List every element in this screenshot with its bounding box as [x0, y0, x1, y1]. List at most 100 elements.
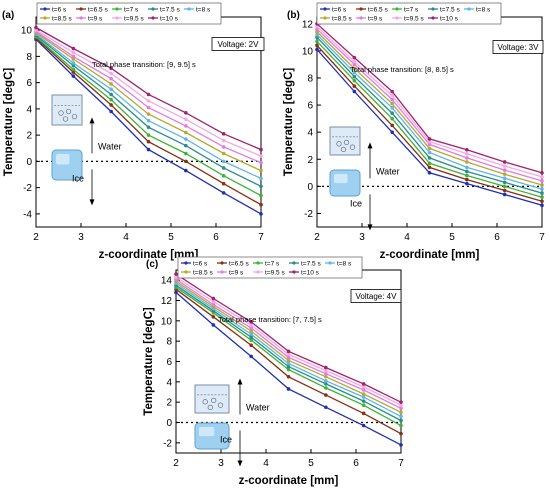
y-tick-label: 4	[26, 104, 32, 115]
data-point	[184, 111, 188, 115]
y-tick-label: 0	[307, 182, 313, 193]
voltage-box	[211, 37, 265, 51]
data-point	[221, 181, 226, 186]
data-point	[259, 176, 263, 181]
x-tick-label: 6	[213, 232, 219, 243]
data-point	[259, 154, 263, 158]
data-point	[109, 66, 113, 70]
legend-marker	[220, 261, 224, 265]
phase-transition-label: Total phase transition: [8, 8.5] s	[350, 65, 454, 74]
data-point	[286, 355, 291, 360]
data-point	[361, 382, 366, 386]
x-tick-label: 7	[258, 232, 264, 243]
y-tick-label: 14	[161, 276, 173, 287]
legend-marker	[151, 7, 155, 11]
data-point	[184, 168, 188, 173]
legend-label: t=8.5 s	[52, 15, 72, 22]
data-point	[249, 354, 253, 359]
data-point	[315, 27, 319, 31]
legend-marker	[151, 16, 155, 20]
data-point	[465, 160, 469, 164]
legend: t=6 s t=6.5 s t=7 s t=7.5 s t=8 s t=8.5 s t=9 …	[36, 2, 222, 25]
data-point	[249, 332, 253, 336]
ice-highlight	[56, 154, 70, 165]
y-tick-label: 4	[307, 128, 313, 139]
x-tick-label: 7	[398, 458, 404, 469]
data-point	[146, 139, 151, 144]
data-point	[352, 62, 357, 67]
legend-label: t=9.5 s	[404, 15, 424, 22]
data-point	[221, 191, 226, 195]
data-point	[427, 156, 432, 160]
y-tick-label: 10	[21, 26, 33, 37]
legend-marker	[431, 16, 435, 20]
data-point	[399, 406, 403, 411]
legend-marker	[115, 16, 119, 20]
legend-marker	[328, 261, 332, 265]
data-point	[286, 367, 291, 372]
data-point	[184, 159, 188, 164]
legend-label: t=6 s	[193, 260, 208, 267]
data-point	[315, 32, 319, 37]
data-point	[184, 143, 188, 148]
data-point	[146, 99, 151, 103]
bubble-icon	[202, 399, 208, 405]
legend-marker	[184, 261, 188, 265]
data-point	[502, 176, 507, 181]
data-point	[109, 97, 113, 102]
data-point	[71, 50, 76, 55]
bubble-icon	[62, 116, 69, 122]
data-point	[109, 92, 113, 97]
legend: t=6 s t=6.5 s t=7 s t=7.5 s t=8 s t=8.5 s t=9 …	[316, 2, 502, 25]
data-point	[109, 71, 113, 76]
data-point	[399, 423, 403, 428]
data-point	[399, 414, 403, 419]
data-point	[399, 443, 403, 447]
voltage-label: Voltage: 4V	[356, 292, 398, 301]
data-point	[71, 46, 76, 51]
water-arrow-head	[367, 142, 373, 149]
data-point	[502, 184, 507, 189]
data-point	[361, 385, 366, 389]
y-tick-label: -2	[23, 183, 32, 194]
legend-label: t=9 s	[229, 269, 244, 276]
data-point	[427, 150, 432, 155]
panel-label: (a)	[2, 10, 14, 21]
legend-label: t=6.5 s	[229, 260, 249, 267]
data-point	[324, 382, 328, 386]
ice-arrow-head	[89, 199, 95, 206]
data-point	[399, 400, 403, 404]
data-point	[390, 93, 394, 98]
x-tick-label: 4	[263, 458, 269, 469]
ice-label: Ice	[72, 173, 84, 183]
legend-label: t=7 s	[265, 260, 280, 267]
y-tick-label: 0	[166, 418, 172, 429]
data-point	[324, 374, 328, 379]
legend-marker	[187, 7, 191, 11]
y-tick-label: 12	[302, 19, 314, 30]
data-point	[361, 423, 366, 428]
legend-marker	[115, 7, 119, 11]
x-axis-label: z-coordinate [mm]	[380, 249, 480, 261]
data-point	[184, 117, 188, 122]
data-point	[465, 181, 469, 186]
data-point	[146, 118, 151, 123]
x-tick-label: 6	[494, 232, 500, 243]
ice-highlight	[199, 427, 215, 437]
data-point	[502, 192, 507, 197]
data-point	[109, 109, 113, 114]
data-point	[71, 61, 76, 65]
data-point	[465, 169, 469, 174]
data-point	[211, 299, 216, 304]
data-point	[540, 183, 544, 187]
legend-label: t=7.5 s	[301, 260, 321, 267]
data-point	[361, 399, 366, 403]
data-point	[286, 361, 291, 366]
data-point	[502, 188, 507, 193]
data-point	[286, 387, 291, 391]
legend-label: t=7 s	[404, 6, 419, 13]
chart-panel-a: -4 -2 0 2 4 6 8 10 2 3 4 5 6 7 z-coordinate [mm] Temper…	[2, 2, 265, 261]
legend-label: t=9.5 s	[124, 15, 144, 22]
